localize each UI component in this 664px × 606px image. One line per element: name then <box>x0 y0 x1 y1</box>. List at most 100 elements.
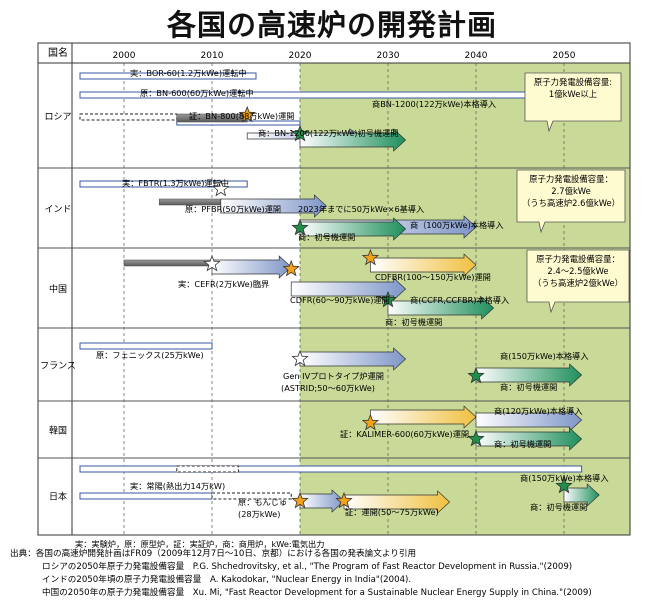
timeline-arrow <box>220 194 327 218</box>
milestone-label: 商：初号機運開 <box>530 502 587 512</box>
milestone-label: CDFBR(100～150万kWe)運開 <box>375 272 491 282</box>
timeline-arrow <box>370 253 477 277</box>
source-note-line: 中国の2050年の原子力発電設備容量 Xu. Mi, "Fast Reactor… <box>42 588 592 598</box>
timeline-bar-gray <box>123 259 213 267</box>
source-note-line: インドの2050年頃の原子力発電設備容量 A. Kakodokar, "Nucl… <box>42 575 412 585</box>
abbreviation-legend: 実：実験炉，原：原型炉，証：実証炉，商：商用炉，kWe:電気出力 <box>75 539 324 548</box>
country-name: ロシア <box>44 113 71 123</box>
milestone-label: 原：BN-600(60万kWe)運転中 <box>140 88 254 98</box>
timeline-arrow <box>475 427 583 451</box>
milestone-star <box>361 248 380 266</box>
milestone-star <box>467 366 485 384</box>
milestone-star <box>238 105 256 123</box>
timeline-arrow <box>290 277 407 301</box>
timeline-arrow <box>563 483 600 507</box>
timeline-bar <box>79 342 213 350</box>
milestone-label: 2023年までに50万kWe×6基導入 <box>298 204 424 214</box>
milestone-star <box>335 491 353 509</box>
capacity-callout <box>526 249 630 314</box>
milestone-label: Gen IVプロトタイプ炉運開 <box>283 371 384 381</box>
country-name: 中国 <box>49 283 67 295</box>
milestone-star <box>291 349 309 367</box>
milestone-label: 商（100万kWe)本格導入 <box>410 220 504 230</box>
milestone-star <box>361 413 380 431</box>
source-notes: 出典：各国の高速炉開発計画はFR09（2009年12月7日～10日、京都）におけ… <box>10 548 592 600</box>
x-tick-label: 2040 <box>465 51 488 61</box>
capacity-callout-text: 原子力発電設備容量: <box>534 77 612 87</box>
milestone-label: 証：KALIMER-600(60万kWe)運開 <box>340 429 469 439</box>
capacity-callout-text: 原子力発電設備容量： <box>536 254 620 264</box>
milestone-label: 商(120万kWe)本格導入 <box>494 406 583 416</box>
milestone-star <box>379 290 397 308</box>
milestone-label: 実：BOR-60(1.2万kWe)運転中 <box>130 68 247 78</box>
timeline-arrow <box>299 489 345 513</box>
milestone-label: 実：CEFR(2万kWe)臨界 <box>178 279 269 289</box>
timeline-bar <box>79 72 257 80</box>
milestone-star <box>291 491 309 509</box>
milestone-label: 商(150万kWe)本格導入 <box>520 473 609 483</box>
timeline-arrow <box>299 217 407 241</box>
country-column-header: 国名 <box>48 46 68 59</box>
timeline-arrow <box>343 490 451 514</box>
timeline-arrow <box>299 128 407 152</box>
milestone-label: 証：BN-800(88万kWe)運開 <box>189 111 294 121</box>
milestone-star <box>212 179 230 197</box>
milestone-label: (28万kWe) <box>238 509 280 519</box>
chart-frame <box>37 42 631 536</box>
timeline-arrow <box>475 408 583 432</box>
x-tick-label: 2020 <box>289 51 312 61</box>
timeline-arrow <box>370 405 477 429</box>
x-tick-label: 2000 <box>113 51 136 61</box>
timeline-bar <box>79 492 213 500</box>
chart-title: 各国の高速炉の開発計画 <box>166 8 497 42</box>
timeline-bar <box>79 180 248 188</box>
milestone-label: 原：もんじゅ <box>238 497 287 507</box>
x-tick-label: 2030 <box>377 51 400 61</box>
milestone-label: 商：初号機運開 <box>298 232 355 242</box>
capacity-callout-text: 原子力発電設備容量： <box>529 174 613 184</box>
capacity-callout-text: 1億kWe以上 <box>549 89 597 99</box>
milestone-label: CDFR(60～90万kWe)運開 <box>290 295 390 305</box>
milestone-label: 商：初号機運開 <box>385 317 442 327</box>
timeline-bar <box>79 465 583 473</box>
source-note-line: 出典：各国の高速炉開発計画はFR09（2009年12月7日～10日、京都）におけ… <box>10 549 417 559</box>
country-name: 日本 <box>49 491 67 503</box>
milestone-star <box>291 124 309 142</box>
country-name: フランス <box>40 361 76 372</box>
milestone-star <box>203 254 221 272</box>
milestone-star <box>291 218 309 236</box>
source-note-line: ロシアの2050年原子力発電設備容量 P.G. Shchedrovitsky, … <box>42 562 573 572</box>
timeline-arrow <box>211 255 292 279</box>
timeline-arrow <box>475 363 583 387</box>
milestone-star <box>282 259 300 277</box>
milestone-label: 原：PFBR(50万kWe)運開 <box>185 204 281 214</box>
milestone-label: 実：FBTR(1.3万kWe)運転中 <box>122 178 229 188</box>
milestone-label: 証：運開(50～75万kWe) <box>345 507 439 517</box>
x-tick-label: 2050 <box>553 51 576 61</box>
country-name: インド <box>44 205 71 215</box>
timeline-bar-dashed <box>176 465 239 473</box>
x-tick-label: 2010 <box>201 51 224 61</box>
capacity-callout-text: （うち高速炉2.6億kWe） <box>522 198 620 208</box>
capacity-callout-text: 2.7億kWe <box>551 186 591 196</box>
timeline-arrow <box>299 347 407 371</box>
timeline-arrow <box>387 296 495 320</box>
milestone-label: 原：フェニックス(25万kWe) <box>96 350 204 360</box>
milestone-label: 実：常陽(熱出力14万kW) <box>130 481 225 491</box>
country-name: 韓国 <box>49 426 67 437</box>
milestone-star <box>555 476 573 494</box>
milestone-label: 商：初号機運開 <box>494 439 551 449</box>
milestone-label: 商(CCFR,CCFBR)本格導入 <box>410 295 509 305</box>
milestone-label: (ASTRID;50～60万kWe) <box>281 383 375 393</box>
capacity-callout <box>516 169 626 234</box>
milestone-label: 商(150万kWe)本格導入 <box>500 351 589 361</box>
milestone-star <box>467 429 485 447</box>
capacity-callout-text: 2.4～2.5億kWe <box>547 266 608 276</box>
timeline-bar-dashed <box>211 492 292 500</box>
timeline-bar-dashed <box>79 113 178 121</box>
capacity-callout-text: （うち高速炉2億kWe） <box>533 278 623 288</box>
capacity-callout <box>524 72 622 133</box>
milestone-label: 商：初号機運開 <box>500 382 557 392</box>
chart-plot: 国名 2000 2010 2020 2030 2040 2050 ロシアインド中国フランス韓国… <box>37 42 631 548</box>
